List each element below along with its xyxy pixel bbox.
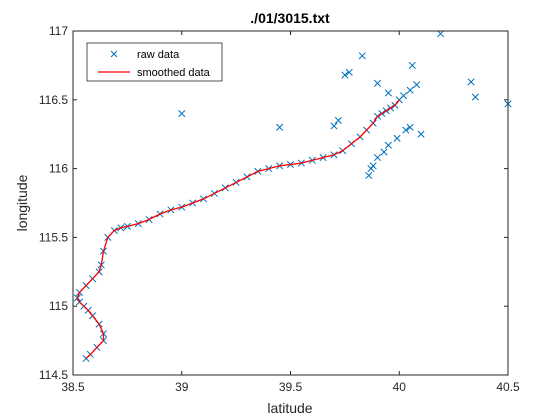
x-tick-label: 40 bbox=[393, 380, 407, 394]
legend-label-smoothed: smoothed data bbox=[137, 67, 211, 79]
raw-data-point bbox=[471, 93, 479, 101]
raw-data-point bbox=[384, 89, 392, 97]
raw-data-point bbox=[406, 123, 414, 131]
raw-data-point bbox=[358, 52, 366, 60]
x-tick-label: 39 bbox=[175, 380, 189, 394]
raw-data-point bbox=[341, 71, 349, 79]
smoothed-data-line bbox=[76, 99, 400, 359]
raw-data-point bbox=[345, 68, 353, 76]
raw-data-point bbox=[413, 81, 421, 89]
legend-box bbox=[86, 42, 223, 82]
raw-data-point bbox=[408, 61, 416, 69]
raw-data-point bbox=[406, 86, 414, 94]
raw-data-point bbox=[467, 78, 475, 86]
x-axis-ticks: 38.5 39 39.5 40 40.5 bbox=[61, 31, 520, 394]
raw-data-point bbox=[178, 110, 186, 118]
raw-data-point bbox=[373, 154, 382, 162]
y-tick-label: 117 bbox=[49, 24, 68, 38]
smoothed-data-layer bbox=[76, 99, 400, 359]
x-tick-label: 40.5 bbox=[496, 380, 520, 394]
raw-data-point bbox=[330, 122, 338, 130]
y-tick-label: 114.5 bbox=[39, 368, 68, 382]
y-axis-label: longitude bbox=[14, 174, 30, 231]
y-tick-label: 115.5 bbox=[39, 230, 68, 244]
raw-data-point bbox=[380, 148, 388, 156]
raw-data-point bbox=[384, 141, 392, 149]
raw-data-point bbox=[373, 79, 382, 87]
x-tick-label: 39.5 bbox=[279, 380, 303, 394]
plot-area bbox=[73, 31, 508, 375]
raw-data-point bbox=[276, 123, 284, 131]
chart-title: ./01/3015.txt bbox=[250, 10, 330, 26]
raw-data-point bbox=[334, 116, 342, 124]
raw-data-point bbox=[402, 126, 410, 134]
y-tick-label: 116.5 bbox=[39, 93, 68, 107]
raw-data-point bbox=[393, 134, 401, 142]
y-tick-label: 115 bbox=[49, 299, 68, 313]
raw-data-point bbox=[369, 162, 377, 170]
x-axis-label: latitude bbox=[267, 400, 312, 416]
raw-data-point bbox=[365, 171, 373, 180]
x-tick-label: 38.5 bbox=[61, 380, 85, 394]
raw-data-point bbox=[400, 92, 408, 100]
legend-marker-raw bbox=[110, 50, 118, 58]
raw-data-point bbox=[437, 30, 445, 38]
legend: raw data smoothed data bbox=[86, 42, 223, 82]
y-axis-ticks: 114.5 115 115.5 116 116.5 117 bbox=[39, 24, 508, 382]
legend-label-raw: raw data bbox=[137, 49, 180, 61]
raw-data-point bbox=[417, 130, 425, 138]
y-tick-label: 116 bbox=[49, 162, 68, 176]
